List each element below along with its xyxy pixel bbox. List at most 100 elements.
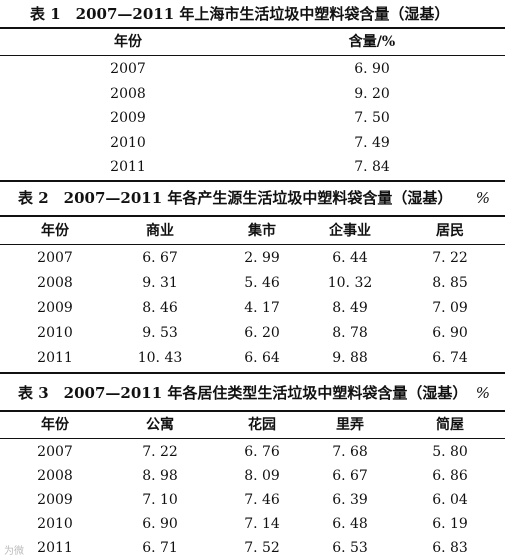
table2-caption: 表 2 2007—2011 年各产生源生活垃圾中塑料袋含量（湿基） % bbox=[18, 186, 500, 210]
table2-header-year: 年份 bbox=[41, 223, 69, 239]
table1-cell-value: 9. 20 bbox=[354, 85, 390, 102]
table2-cell-value: 2. 99 bbox=[244, 250, 280, 266]
table2-cell-value: 6. 67 bbox=[142, 250, 178, 266]
table2-cell-value: 4. 17 bbox=[244, 300, 280, 316]
table2-cell-value: 9. 53 bbox=[142, 325, 178, 341]
table1-cell-value: 7. 49 bbox=[354, 134, 390, 151]
table3-cell-year: 2011 bbox=[37, 540, 73, 556]
table3-cell-value: 7. 46 bbox=[244, 492, 280, 508]
table3-row: 2011 6. 71 7. 52 6. 53 6. 83 bbox=[0, 536, 505, 560]
table1-caption: 表 1 2007—2011 年上海市生活垃圾中塑料袋含量（湿基） bbox=[30, 5, 450, 23]
table2-header-col2: 集市 bbox=[248, 223, 276, 239]
table3-cell-value: 6. 90 bbox=[142, 516, 178, 532]
table3-cell-value: 8. 98 bbox=[142, 468, 178, 484]
table3-cell-value: 6. 76 bbox=[244, 444, 280, 460]
table2-cell-value: 6. 64 bbox=[244, 350, 280, 366]
table3-cell-value: 7. 14 bbox=[244, 516, 280, 532]
table2-header-col4: 居民 bbox=[436, 223, 464, 239]
table2-cell-year: 2007 bbox=[37, 250, 73, 266]
table1-cell-year: 2009 bbox=[110, 110, 146, 126]
table3-header-row: 年份 公寓 花园 里弄 简屋 bbox=[0, 413, 505, 437]
table3-cell-value: 6. 39 bbox=[332, 492, 368, 508]
table1-row: 2009 7. 50 bbox=[0, 106, 505, 130]
table1-row: 2008 9. 20 bbox=[0, 82, 505, 106]
table3-header-col1: 公寓 bbox=[146, 417, 174, 433]
table3-unit: % bbox=[475, 384, 490, 402]
table2-row: 2010 9. 53 6. 20 8. 78 6. 90 bbox=[0, 321, 505, 345]
watermark-logo: 为微 bbox=[4, 546, 24, 557]
table3-cell-year: 2008 bbox=[37, 468, 73, 484]
table2-row: 2008 9. 31 5. 46 10. 32 8. 85 bbox=[0, 271, 505, 295]
table2-cell-value: 8. 46 bbox=[142, 300, 178, 316]
table3-top-rule bbox=[0, 410, 505, 412]
table2-cell-value: 8. 85 bbox=[432, 275, 468, 291]
table3-caption: 表 3 2007—2011 年各居住类型生活垃圾中塑料袋含量（湿基） % bbox=[18, 381, 500, 405]
table2-unit: % bbox=[475, 189, 490, 207]
table2-cell-year: 2009 bbox=[37, 300, 73, 316]
table3-cell-value: 6. 86 bbox=[432, 468, 468, 484]
table3-cell-value: 6. 04 bbox=[432, 492, 468, 508]
table3-header-col2: 花园 bbox=[248, 417, 276, 433]
table1-cell-value: 7. 50 bbox=[354, 110, 390, 126]
table2-cell-value: 5. 46 bbox=[244, 275, 280, 291]
table1-header-rule bbox=[0, 55, 505, 56]
table2-cell-value: 8. 49 bbox=[332, 300, 368, 316]
table3-cell-value: 6. 67 bbox=[332, 468, 368, 484]
table1-cell-year: 2010 bbox=[110, 134, 146, 151]
table3-row: 2010 6. 90 7. 14 6. 48 6. 19 bbox=[0, 512, 505, 536]
table1-row: 2010 7. 49 bbox=[0, 131, 505, 155]
table3-cell-value: 5. 80 bbox=[432, 444, 468, 460]
table2-row: 2011 10. 43 6. 64 9. 88 6. 74 bbox=[0, 346, 505, 370]
table2-top-rule bbox=[0, 215, 505, 217]
table2-header-rule bbox=[0, 244, 505, 245]
table3-cell-value: 7. 10 bbox=[142, 492, 178, 508]
table2-cell-value: 9. 88 bbox=[332, 350, 368, 366]
table2-row: 2009 8. 46 4. 17 8. 49 7. 09 bbox=[0, 296, 505, 320]
table3-row: 2007 7. 22 6. 76 7. 68 5. 80 bbox=[0, 440, 505, 464]
table2-cell-value: 6. 90 bbox=[432, 325, 468, 341]
table1-cell-year: 2011 bbox=[110, 159, 146, 175]
table2-cell-year: 2010 bbox=[37, 325, 73, 341]
table2-header-col3: 企事业 bbox=[329, 223, 371, 239]
table3-cell-year: 2010 bbox=[37, 516, 73, 532]
table1-row: 2011 7. 84 bbox=[0, 155, 505, 179]
table1-top-rule bbox=[0, 27, 505, 29]
table3-cell-value: 6. 83 bbox=[432, 540, 468, 556]
table3-cell-value: 7. 68 bbox=[332, 444, 368, 460]
table3-cell-value: 6. 19 bbox=[432, 516, 468, 532]
table2-header-col1: 商业 bbox=[146, 223, 174, 239]
table2-cell-value: 10. 32 bbox=[327, 275, 373, 291]
table3-cell-value: 7. 52 bbox=[244, 540, 280, 556]
table3-cell-value: 6. 53 bbox=[332, 540, 368, 556]
table2-cell-value: 9. 31 bbox=[142, 275, 178, 291]
table2-header-row: 年份 商业 集市 企事业 居民 bbox=[0, 219, 505, 243]
table1-cell-value: 6. 90 bbox=[354, 61, 390, 77]
table1-row: 2007 6. 90 bbox=[0, 57, 505, 81]
table2-cell-value: 6. 44 bbox=[332, 250, 368, 266]
table2-cell-year: 2008 bbox=[37, 275, 73, 291]
table1-bottom-rule bbox=[0, 180, 505, 182]
table3-cell-value: 6. 71 bbox=[142, 540, 178, 556]
table3-cell-value: 7. 22 bbox=[142, 444, 178, 460]
table3-header-col4: 简屋 bbox=[436, 417, 464, 433]
table3-row: 2009 7. 10 7. 46 6. 39 6. 04 bbox=[0, 488, 505, 512]
table2-bottom-rule bbox=[0, 372, 505, 374]
table1-cell-value: 7. 84 bbox=[354, 159, 390, 175]
table1-header-content: 含量/% bbox=[348, 34, 396, 50]
table3-cell-value: 6. 48 bbox=[332, 516, 368, 532]
table2-cell-value: 6. 74 bbox=[432, 350, 468, 366]
table1-header-year: 年份 bbox=[114, 34, 142, 50]
table2-cell-value: 8. 78 bbox=[332, 325, 368, 341]
table1-header-row: 年份 含量/% bbox=[0, 30, 505, 54]
table2-cell-value: 10. 43 bbox=[137, 350, 183, 366]
table2-cell-year: 2011 bbox=[37, 350, 73, 366]
table3-header-col3: 里弄 bbox=[336, 417, 364, 433]
table3-cell-year: 2009 bbox=[37, 492, 73, 508]
table3-header-rule bbox=[0, 438, 505, 439]
table3-cell-year: 2007 bbox=[37, 444, 73, 460]
table3-header-year: 年份 bbox=[41, 417, 69, 433]
table2-cell-value: 6. 20 bbox=[244, 325, 280, 341]
table2-row: 2007 6. 67 2. 99 6. 44 7. 22 bbox=[0, 246, 505, 270]
table1-cell-year: 2008 bbox=[110, 85, 146, 102]
table1-cell-year: 2007 bbox=[110, 61, 146, 77]
